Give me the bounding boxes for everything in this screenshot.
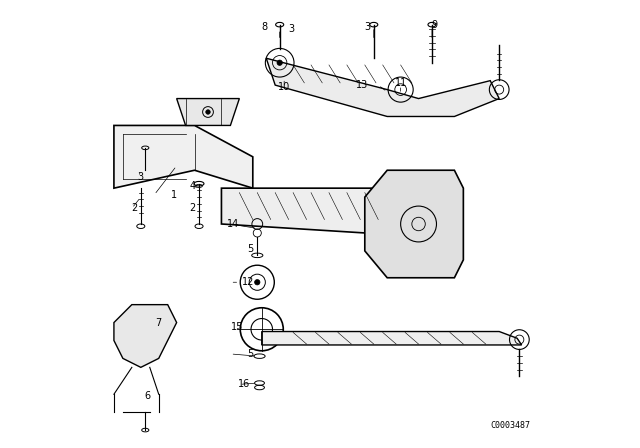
Text: 2: 2 bbox=[189, 203, 195, 213]
Text: 9: 9 bbox=[431, 20, 437, 30]
Text: 1: 1 bbox=[172, 190, 177, 200]
Text: 5: 5 bbox=[248, 244, 253, 254]
Text: 4: 4 bbox=[189, 181, 195, 191]
Text: 16: 16 bbox=[237, 379, 250, 389]
Polygon shape bbox=[114, 125, 253, 188]
Text: 2: 2 bbox=[131, 203, 137, 213]
Text: 11: 11 bbox=[394, 78, 407, 88]
Polygon shape bbox=[365, 170, 463, 278]
Text: 3: 3 bbox=[138, 172, 144, 182]
Circle shape bbox=[206, 110, 210, 114]
Text: 14: 14 bbox=[227, 219, 239, 229]
Circle shape bbox=[255, 280, 260, 285]
Text: 12: 12 bbox=[242, 277, 255, 287]
Text: 13: 13 bbox=[356, 80, 369, 90]
Text: C0003487: C0003487 bbox=[491, 421, 531, 430]
Polygon shape bbox=[266, 58, 499, 116]
Polygon shape bbox=[221, 188, 432, 260]
Text: 15: 15 bbox=[231, 322, 243, 332]
Polygon shape bbox=[177, 99, 239, 125]
Text: 6: 6 bbox=[145, 392, 150, 401]
Text: 3: 3 bbox=[288, 24, 294, 34]
Polygon shape bbox=[262, 332, 522, 345]
Text: 7: 7 bbox=[156, 318, 162, 327]
Text: 3: 3 bbox=[364, 22, 370, 32]
Text: 5: 5 bbox=[248, 349, 253, 359]
Text: 10: 10 bbox=[278, 82, 291, 92]
Polygon shape bbox=[114, 305, 177, 367]
Text: 8: 8 bbox=[261, 22, 267, 32]
Circle shape bbox=[277, 60, 282, 65]
